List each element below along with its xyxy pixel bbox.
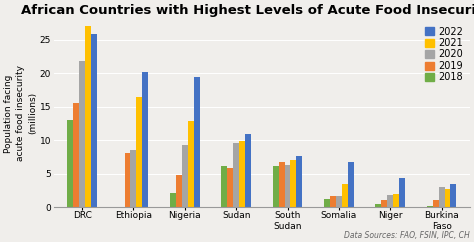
Bar (273, 166, 279, 207)
Bar (142, 72, 148, 207)
Bar (450, 184, 456, 207)
Bar (182, 145, 188, 207)
Bar (239, 142, 245, 207)
Bar (427, 206, 433, 207)
Text: Data Sources: FAO, FSIN, IPC, CH: Data Sources: FAO, FSIN, IPC, CH (344, 231, 469, 240)
Bar (342, 184, 348, 207)
Bar (91, 34, 97, 207)
Bar (438, 187, 445, 207)
Bar (284, 165, 291, 207)
Bar (393, 194, 399, 207)
Bar (130, 150, 137, 207)
Bar (221, 166, 228, 207)
Bar (176, 175, 182, 207)
Bar (188, 121, 194, 207)
Bar (194, 76, 200, 207)
Bar (291, 160, 296, 207)
Bar (228, 168, 233, 207)
Bar (245, 134, 251, 207)
Legend: 2022, 2021, 2020, 2019, 2018: 2022, 2021, 2020, 2019, 2018 (423, 25, 465, 84)
Bar (85, 26, 91, 207)
Bar (387, 195, 393, 207)
Bar (279, 162, 284, 207)
Y-axis label: Population facing
acute food insecurity
(millions): Population facing acute food insecurity … (4, 65, 37, 161)
Bar (79, 61, 85, 207)
Text: African Countries with Highest Levels of Acute Food Insecurity: African Countries with Highest Levels of… (20, 4, 474, 17)
Bar (433, 200, 438, 207)
Bar (67, 120, 73, 207)
Bar (233, 143, 239, 207)
Bar (73, 103, 79, 207)
Bar (324, 199, 330, 207)
Bar (348, 162, 354, 207)
Bar (375, 204, 382, 207)
Bar (330, 196, 336, 207)
Bar (125, 153, 130, 207)
Bar (336, 196, 342, 207)
Bar (382, 200, 387, 207)
Bar (445, 189, 450, 207)
Bar (170, 193, 176, 207)
Bar (296, 156, 302, 207)
Bar (399, 178, 405, 207)
Bar (137, 97, 142, 207)
